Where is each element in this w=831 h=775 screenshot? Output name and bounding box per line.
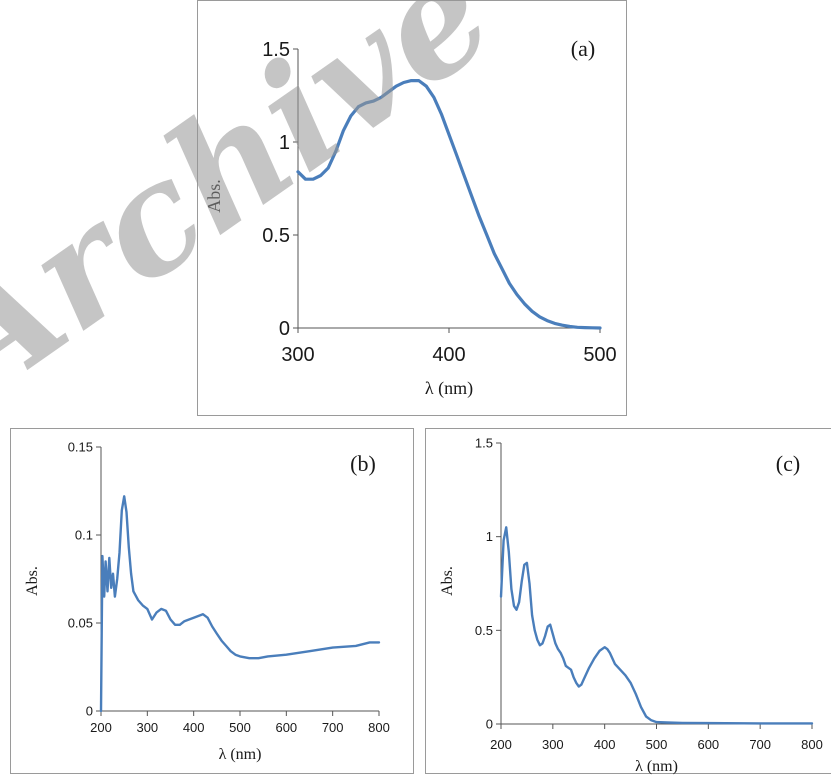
x-tick-label: 300 [281, 344, 314, 366]
x-tick-label: 400 [432, 344, 465, 366]
series-line [499, 526, 814, 725]
y-tick-label: 1.5 [475, 436, 493, 451]
x-tick-label: 600 [275, 720, 297, 735]
x-tick-label: 400 [594, 737, 616, 752]
x-tick-label: 500 [583, 344, 616, 366]
chart-a: 0 0.5 1 1.5 300 400 500 λ (nm) Abs. (a) [204, 36, 617, 399]
x-tick-label: 700 [322, 720, 344, 735]
chart-c: 0 0.5 1 1.5 200 300 400 500 600 700 800 λ (nm) Abs. (… [439, 436, 823, 775]
x-tick-label: 200 [90, 720, 112, 735]
x-tick-label: 500 [229, 720, 251, 735]
y-tick-label: 1 [279, 132, 290, 154]
y-tick-label: 0 [486, 717, 493, 732]
chart-b: 0 0.05 0.1 0.15 200 300 400 500 600 700 800 λ (nm) A… [24, 440, 390, 763]
y-tick-label: 0 [86, 704, 93, 719]
series-line [296, 79, 602, 330]
y-tick-label: 0.1 [75, 528, 93, 543]
y-axis-label: Abs. [204, 179, 224, 213]
x-tick-label: 800 [801, 737, 823, 752]
y-tick-label: 0.05 [68, 616, 93, 631]
panel-label: (b) [350, 451, 376, 476]
x-axis-label: λ (nm) [425, 378, 473, 399]
chart-panel-a: 0 0.5 1 1.5 300 400 500 λ (nm) Abs. (a) [197, 0, 627, 416]
x-tick-label: 200 [490, 737, 512, 752]
y-tick-label: 0.15 [68, 440, 93, 455]
panel-label: (a) [571, 36, 595, 61]
y-axis-label: Abs. [24, 566, 41, 596]
y-tick-label: 1.5 [262, 39, 290, 61]
x-tick-label: 600 [697, 737, 719, 752]
y-tick-label: 1 [486, 529, 493, 544]
x-axis-label: λ (nm) [635, 758, 678, 775]
x-tick-label: 300 [542, 737, 564, 752]
x-axis-label: λ (nm) [219, 746, 262, 763]
x-tick-label: 400 [183, 720, 205, 735]
x-tick-label: 300 [136, 720, 158, 735]
panel-label: (c) [776, 451, 800, 476]
y-tick-label: 0.5 [262, 225, 290, 247]
series-line [99, 495, 381, 713]
chart-panel-b: 0 0.05 0.1 0.15 200 300 400 500 600 700 800 λ (nm) A… [10, 428, 414, 774]
x-tick-label: 500 [646, 737, 668, 752]
x-tick-label: 800 [368, 720, 390, 735]
y-tick-label: 0 [279, 318, 290, 340]
x-tick-label: 700 [749, 737, 771, 752]
chart-panel-c: 0 0.5 1 1.5 200 300 400 500 600 700 800 λ (nm) Abs. (… [425, 428, 831, 775]
y-axis-label: Abs. [439, 566, 456, 596]
y-tick-label: 0.5 [475, 623, 493, 638]
